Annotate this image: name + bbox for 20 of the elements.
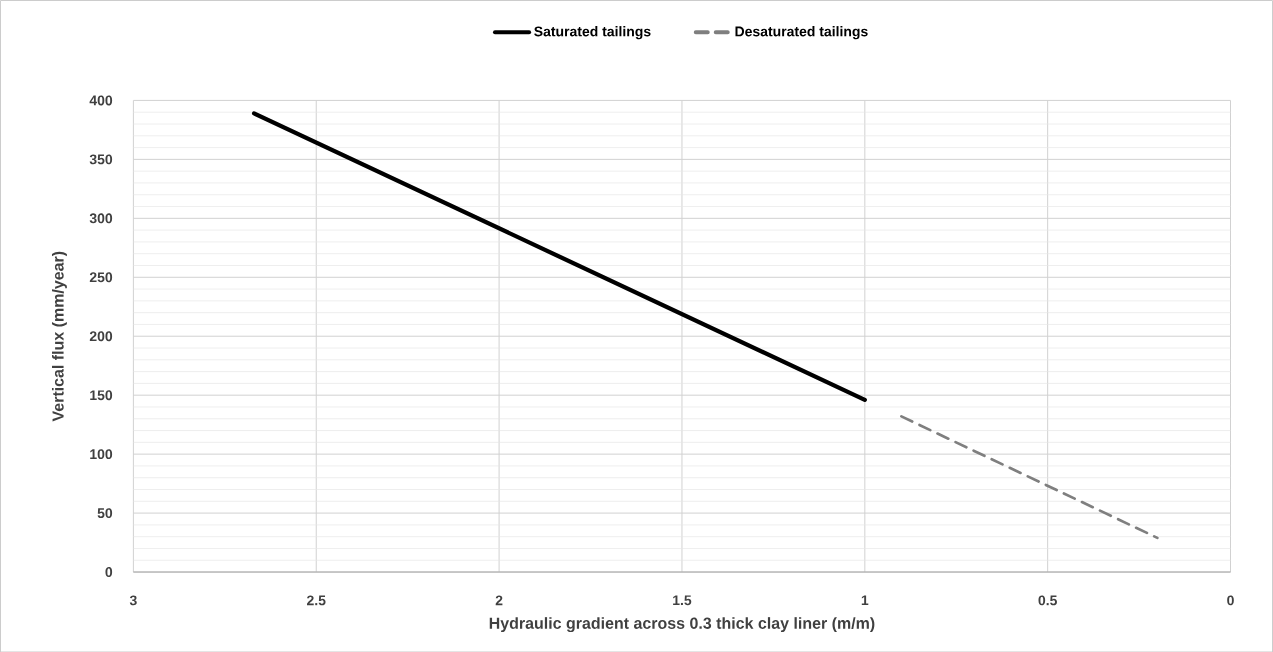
x-tick-label: 1 xyxy=(861,595,869,605)
y-tick-label: 250 xyxy=(89,272,113,283)
legend-label: Desaturated tailings xyxy=(735,25,868,39)
x-tick-label: 2.5 xyxy=(307,595,326,606)
y-tick-label: 350 xyxy=(89,154,113,165)
y-tick-label: 0 xyxy=(105,566,113,577)
y-tick-label: 150 xyxy=(90,390,113,400)
y-tick-label: 100 xyxy=(90,448,113,459)
x-tick-label: 1.5 xyxy=(673,595,692,605)
x-tick-label: 0.5 xyxy=(1038,595,1057,606)
x-tick-label: 3 xyxy=(129,595,137,606)
y-tick-label: 300 xyxy=(89,213,113,224)
y-tick-label: 400 xyxy=(89,95,113,106)
x-axis-title: Hydraulic gradient across 0.3 thick clay liner (m/m) xyxy=(489,616,875,632)
y-axis-title: Vertical flux (mm/year) xyxy=(51,251,67,422)
x-tick-label: 0 xyxy=(1227,595,1234,606)
x-tick-label: 2 xyxy=(495,595,503,605)
y-tick-label: 50 xyxy=(97,507,113,518)
y-tick-label: 200 xyxy=(89,331,113,341)
legend-label: Saturated tailings xyxy=(534,25,651,39)
